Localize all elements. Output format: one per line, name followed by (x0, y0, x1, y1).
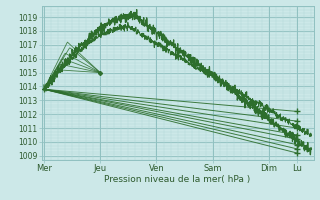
X-axis label: Pression niveau de la mer( hPa ): Pression niveau de la mer( hPa ) (104, 175, 251, 184)
